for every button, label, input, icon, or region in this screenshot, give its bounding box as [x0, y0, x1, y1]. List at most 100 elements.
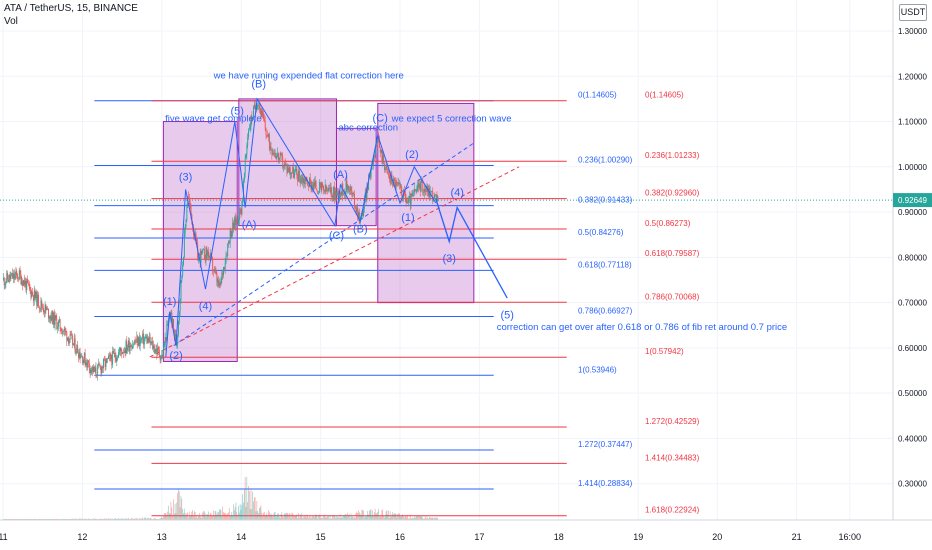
candle-body — [397, 182, 399, 185]
candle-body — [262, 111, 264, 114]
candle-body — [22, 280, 24, 286]
candle-body — [173, 319, 174, 329]
volume-bar — [419, 515, 421, 520]
volume-bar — [334, 517, 336, 520]
candle-body — [422, 182, 424, 193]
volume-bar — [240, 509, 242, 520]
candle-body — [399, 182, 400, 185]
candle-body — [63, 331, 64, 332]
candle-body — [370, 169, 372, 178]
candle-body — [186, 207, 188, 221]
candle-body — [18, 270, 20, 280]
candle-body — [288, 167, 290, 173]
volume-bar — [338, 516, 339, 520]
candle-body — [231, 232, 233, 239]
candle-body — [13, 273, 14, 279]
candle-body — [414, 189, 416, 192]
candle-body — [287, 167, 289, 173]
candle-body — [390, 174, 392, 181]
candle-body — [226, 255, 228, 257]
candle-body — [256, 106, 258, 111]
candle-body — [172, 319, 174, 326]
candle-body — [170, 312, 172, 315]
candle-body — [225, 255, 227, 263]
price-axis[interactable] — [893, 0, 932, 550]
volume-bar — [197, 517, 198, 520]
volume-bar — [313, 516, 314, 520]
volume-bar — [309, 515, 311, 520]
candle-body — [320, 183, 322, 191]
candle-body — [163, 346, 164, 358]
candle-body — [126, 341, 128, 351]
volume-bar — [192, 509, 193, 520]
candle-body — [247, 137, 249, 146]
candle-body — [333, 186, 335, 198]
volume-bar — [433, 518, 434, 520]
volume-bar — [176, 502, 178, 520]
candle-body — [105, 358, 107, 367]
volume-bar — [124, 518, 126, 520]
candle-body — [373, 155, 375, 157]
volume-bar — [332, 516, 334, 520]
candle-body — [261, 111, 263, 117]
volume-bar — [344, 513, 346, 520]
candle-body — [233, 217, 235, 229]
candle-body — [410, 193, 412, 206]
volume-bar — [230, 515, 232, 520]
candle-body — [56, 318, 58, 329]
candle-body — [201, 250, 203, 253]
volume-bar — [328, 516, 329, 520]
candle-body — [103, 359, 105, 361]
candle-body — [64, 328, 66, 331]
candle-body — [419, 183, 420, 189]
time-axis[interactable] — [0, 521, 932, 550]
candle-body — [180, 280, 182, 300]
candle-body — [94, 367, 96, 372]
candle-body — [188, 196, 189, 198]
volume-bar — [52, 518, 53, 520]
candle-body — [167, 323, 169, 325]
volume-bar — [352, 516, 354, 520]
candle-body — [143, 338, 145, 345]
fib-red-label: 0(1.14605) — [645, 91, 684, 100]
candle-body — [358, 212, 360, 219]
candle-body — [253, 106, 255, 119]
volume-bar — [324, 516, 326, 520]
candle-body — [20, 274, 22, 285]
candle-body — [193, 235, 195, 239]
wave-label: (4) — [450, 187, 463, 199]
x-tick-label: 14 — [236, 532, 246, 542]
x-tick-label: 15 — [316, 532, 326, 542]
annotation-box — [162, 121, 238, 362]
x-tick-label: 16 — [395, 532, 405, 542]
candle-body — [164, 337, 166, 347]
candle-body — [108, 355, 109, 359]
candle-body — [134, 340, 136, 342]
currency-button[interactable]: USDT — [899, 4, 927, 21]
candle-body — [68, 339, 70, 344]
candle-body — [396, 181, 398, 183]
volume-bar — [94, 518, 96, 520]
candle-body — [265, 128, 267, 135]
volume-bar — [79, 518, 81, 520]
volume-bar — [288, 514, 289, 520]
volume-bar — [429, 516, 430, 520]
volume-bar — [430, 517, 432, 520]
candle-body — [178, 311, 180, 322]
candle-body — [373, 155, 375, 165]
volume-bar — [341, 517, 343, 520]
candle-body — [421, 179, 423, 183]
candle-body — [75, 352, 77, 353]
volume-bar — [228, 507, 230, 520]
candle-body — [60, 329, 62, 332]
candle-body — [291, 172, 293, 174]
x-tick-label: 17 — [474, 532, 484, 542]
candle-body — [113, 353, 115, 354]
candle-body — [111, 359, 113, 365]
volume-bar — [130, 518, 132, 520]
volume-bar — [145, 518, 147, 520]
candle-body — [40, 300, 42, 309]
volume-bar — [272, 516, 273, 520]
candle-body — [31, 291, 33, 298]
